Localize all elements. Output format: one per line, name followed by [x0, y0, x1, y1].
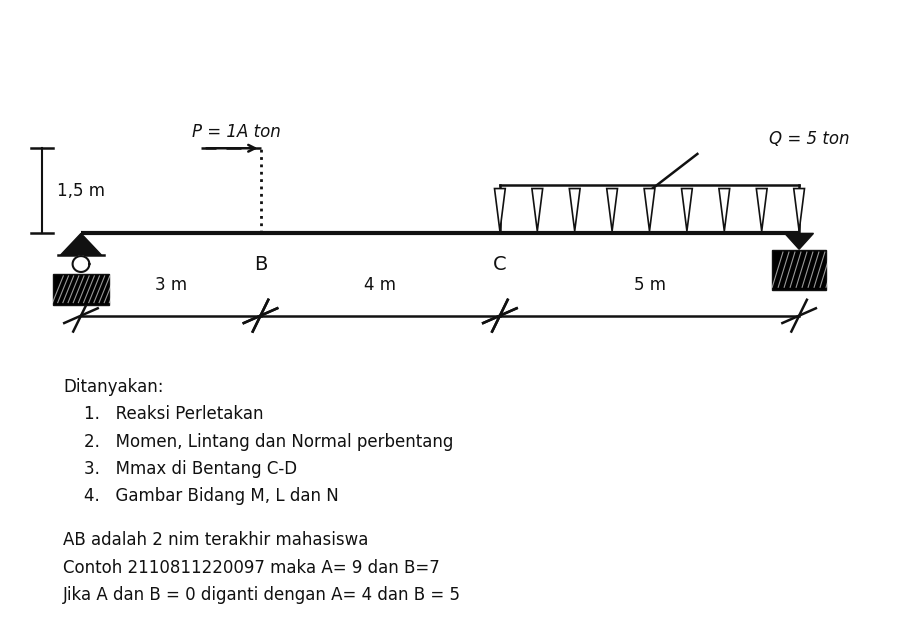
Polygon shape [495, 189, 506, 231]
Polygon shape [72, 256, 90, 272]
Text: D: D [791, 255, 807, 274]
Polygon shape [719, 189, 730, 231]
Text: Q = 5 ton: Q = 5 ton [769, 130, 850, 148]
Polygon shape [757, 189, 767, 231]
Text: 2.   Momen, Lintang dan Normal perbentang: 2. Momen, Lintang dan Normal perbentang [84, 433, 453, 450]
Polygon shape [794, 189, 804, 231]
Polygon shape [644, 189, 655, 231]
Text: 1.   Reaksi Perletakan: 1. Reaksi Perletakan [84, 405, 264, 424]
Text: P = 1A ton: P = 1A ton [191, 124, 280, 141]
Text: Ditanyakan:: Ditanyakan: [63, 378, 164, 396]
Text: 4.   Gambar Bidang M, L dan N: 4. Gambar Bidang M, L dan N [84, 487, 339, 505]
Text: 3 m: 3 m [155, 276, 187, 294]
Polygon shape [570, 189, 580, 231]
Polygon shape [785, 233, 813, 249]
Text: Jika A dan B = 0 diganti dengan A= 4 dan B = 5: Jika A dan B = 0 diganti dengan A= 4 dan… [63, 586, 461, 604]
Text: AB adalah 2 nim terakhir mahasiswa: AB adalah 2 nim terakhir mahasiswa [63, 531, 368, 549]
Bar [52, 274, 109, 305]
Polygon shape [682, 189, 692, 231]
Polygon shape [60, 233, 102, 255]
Polygon shape [532, 189, 542, 231]
Polygon shape [606, 189, 617, 231]
Text: 1,5 m: 1,5 m [57, 182, 105, 200]
Text: Contoh 2110811220097 maka A= 9 dan B=7: Contoh 2110811220097 maka A= 9 dan B=7 [63, 559, 440, 576]
Text: C: C [493, 255, 507, 274]
Text: 5 m: 5 m [634, 276, 666, 294]
Text: B: B [254, 255, 267, 274]
Text: 3.   Mmax di Bentang C-D: 3. Mmax di Bentang C-D [84, 460, 297, 478]
Text: A: A [74, 255, 88, 274]
Text: 4 m: 4 m [365, 276, 397, 294]
Bar [772, 250, 826, 290]
